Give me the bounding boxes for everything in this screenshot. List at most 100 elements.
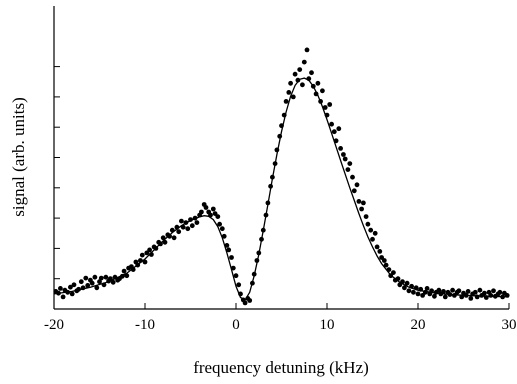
data-point (411, 289, 416, 295)
x-tick-label: 30 (502, 317, 517, 333)
data-point (236, 282, 242, 288)
data-point (468, 296, 474, 301)
x-tick-label: -10 (135, 317, 155, 333)
x-axis-label: frequency detuning (kHz) (193, 358, 369, 377)
data-point (158, 241, 163, 247)
data-point (372, 230, 378, 236)
data-point (268, 183, 273, 189)
data-point (103, 274, 109, 280)
data-point (452, 293, 457, 298)
y-axis-label: signal (arb. units) (9, 97, 28, 216)
data-point (208, 212, 213, 218)
data-point (418, 286, 424, 292)
data-point (359, 206, 364, 212)
data-point (279, 123, 284, 129)
data-point (377, 249, 383, 254)
data-point (194, 220, 200, 226)
data-point (504, 293, 510, 298)
data-point (420, 293, 425, 298)
data-point (138, 258, 143, 263)
data-point (463, 293, 469, 298)
data-point (189, 223, 195, 229)
data-point (327, 102, 333, 107)
x-tick-label: 0 (232, 317, 240, 333)
data-point (497, 289, 503, 295)
data-point (210, 206, 216, 212)
data-point (97, 279, 102, 285)
axes (53, 6, 509, 310)
data-point (174, 224, 180, 230)
data-point (304, 47, 310, 53)
data-point (286, 90, 292, 95)
data-point (250, 280, 255, 286)
data-point (450, 287, 455, 293)
fit-curve (53, 77, 510, 301)
data-point (215, 214, 221, 220)
data-point (169, 227, 175, 233)
data-point (295, 77, 301, 83)
data-point (365, 221, 371, 227)
data-point (483, 295, 489, 300)
data-point (354, 182, 360, 188)
data-point (139, 252, 145, 258)
x-tick-label: 20 (411, 317, 426, 333)
data-point (436, 287, 442, 293)
data-point (441, 289, 446, 294)
data-point (183, 220, 189, 226)
data-point (424, 286, 430, 291)
data-point (254, 258, 260, 263)
data-point (406, 288, 412, 294)
data-point (94, 285, 100, 291)
data-point (351, 188, 357, 194)
data-point (363, 214, 369, 220)
data-point (130, 267, 136, 272)
data-point (482, 290, 487, 296)
data-point (229, 255, 234, 260)
data-point (415, 291, 421, 297)
data-point (456, 288, 462, 294)
data-point (381, 258, 387, 263)
data-point (477, 287, 483, 293)
data-point (251, 271, 257, 277)
data-point (370, 236, 375, 242)
x-tick-label: 10 (320, 317, 335, 333)
data-point (76, 286, 81, 292)
data-point (263, 212, 269, 218)
data-point (447, 292, 453, 297)
data-point (491, 288, 496, 294)
data-point (144, 250, 150, 256)
data-point (101, 282, 107, 288)
data-point (368, 227, 374, 233)
data-point (318, 99, 323, 104)
data-point (331, 129, 337, 135)
data-point (400, 279, 405, 285)
data-points-layer (53, 47, 510, 306)
data-point (121, 268, 127, 274)
data-point (292, 71, 298, 77)
data-point (238, 291, 243, 297)
data-point (301, 59, 307, 65)
data-point (329, 121, 334, 127)
data-point (142, 259, 148, 265)
data-point (391, 270, 396, 275)
data-point (160, 235, 166, 241)
data-point (322, 105, 328, 110)
data-point (167, 233, 173, 239)
data-point (110, 279, 116, 285)
data-point (320, 88, 325, 94)
data-point (341, 152, 346, 157)
data-point (404, 280, 410, 286)
data-point (361, 200, 366, 206)
data-point (149, 252, 154, 257)
data-point (256, 250, 262, 256)
ticks: -20 -10 0 10 20 30 (44, 66, 517, 333)
data-point (345, 167, 351, 173)
data-point (92, 274, 98, 280)
data-point (108, 276, 113, 282)
data-point (60, 294, 66, 300)
data-point (488, 293, 494, 298)
data-point (203, 205, 209, 210)
data-point (432, 293, 437, 299)
